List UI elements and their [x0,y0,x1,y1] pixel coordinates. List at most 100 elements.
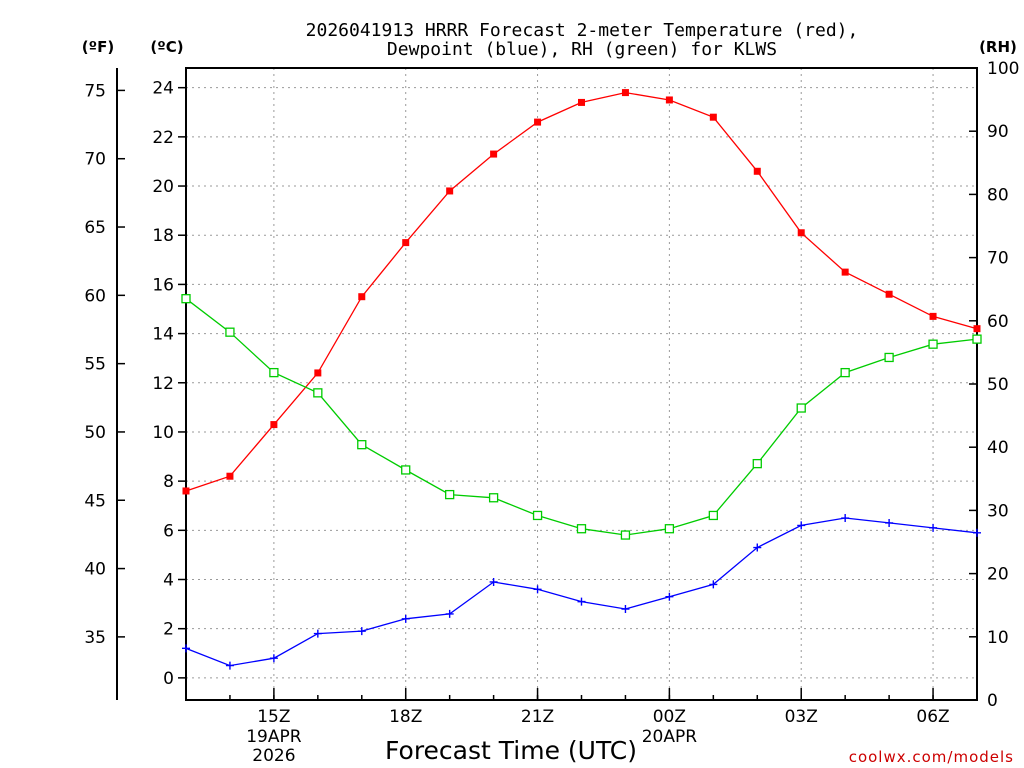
dewpoint-point [533,585,542,594]
watermark-text: coolwx.com/models [849,748,1014,766]
rh-point [884,352,894,363]
fahrenheit-tick-label: 50 [84,423,106,443]
rh-point [576,524,587,534]
rh-point [928,339,938,349]
temperature-point [182,487,190,495]
fahrenheit-tick-label: 35 [84,628,106,648]
celsius-tick-label: 2 [163,620,174,640]
x-axis-label: Forecast Time (UTC) [385,736,637,765]
temperature-point [270,421,278,429]
celsius-tick-label: 10 [152,423,174,443]
dewpoint-point [357,627,366,636]
horizontal-gridlines [186,87,977,679]
rh-point [269,367,279,378]
rh-axis: 0 10 20 30 40 50 60 70 80 90 100 [969,59,1019,711]
rh-point [445,489,455,500]
celsius-tick-label: 8 [163,472,174,492]
dewpoint-series-line [185,517,978,667]
rh-series-line [185,298,978,536]
fahrenheit-tick-label: 65 [84,218,106,238]
chart-title-line2: Dewpoint (blue), RH (green) for KLWS [387,39,777,60]
time-year-label: 2026 [252,746,295,766]
rh-point [225,327,235,337]
fahrenheit-axis: 35 40 45 50 55 60 65 70 75 [84,81,125,648]
rh-point [708,510,718,521]
time-tick-label: 03Z [785,707,818,727]
celsius-tick-label: 14 [152,325,174,345]
temperature-point [446,187,454,195]
temperature-point [402,239,410,247]
dewpoint-point [973,528,981,537]
dewpoint-point [709,580,718,589]
celsius-tick-label: 24 [152,79,174,99]
temperature-point [665,96,673,104]
time-tick-label: 15Z [257,707,290,727]
rh-point [313,388,323,398]
temperature-point [358,293,366,301]
rh-tick-label: 80 [987,185,1009,205]
rh-tick-label: 50 [987,375,1009,395]
rh-unit-label: (RH) [979,38,1017,56]
rh-tick-label: 100 [987,59,1019,79]
rh-point [840,367,850,378]
dewpoint-point [489,577,498,586]
temperature-point [314,369,322,377]
rh-tick-label: 60 [987,312,1009,332]
rh-tick-label: 10 [987,628,1009,648]
temperature-point [621,89,629,97]
celsius-tick-label: 0 [163,669,174,689]
dewpoint-point [665,592,674,601]
fahrenheit-tick-label: 75 [84,81,106,101]
temperature-point [973,325,981,333]
rh-point [972,334,982,344]
dewpoint-point [313,629,322,638]
rh-point [752,458,762,469]
rh-point [401,465,411,475]
temperature-point [709,113,717,121]
celsius-tick-label: 20 [152,177,174,197]
fahrenheit-tick-label: 45 [84,491,106,511]
dewpoint-point [401,614,410,623]
temperature-point [797,229,805,237]
time-tick-label: 18Z [389,707,422,727]
rh-point [488,493,499,503]
time-date-label: 20APR [642,727,698,747]
celsius-unit-label: (ºC) [150,38,183,56]
dewpoint-point [885,518,894,527]
dewpoint-point [753,543,762,552]
temperature-series-line [185,91,978,492]
temperature-point [841,268,849,276]
series-layer [181,89,982,670]
rh-tick-label: 40 [987,438,1009,458]
rh-tick-label: 0 [987,691,998,711]
time-date-label: 19APR [246,727,302,747]
celsius-tick-label: 22 [152,128,174,148]
fahrenheit-unit-label: (ºF) [82,38,114,56]
rh-tick-label: 20 [987,565,1009,585]
rh-point [620,530,631,540]
rh-tick-label: 30 [987,501,1009,521]
celsius-tick-label: 6 [163,521,174,541]
temperature-point [490,150,498,158]
celsius-tick-label: 18 [152,226,174,246]
dewpoint-point [577,597,586,606]
fahrenheit-tick-label: 55 [84,355,106,375]
temperature-point [929,312,937,320]
temperature-point [226,472,234,480]
dewpoint-point [797,521,806,530]
rh-point [357,440,367,450]
celsius-tick-label: 16 [152,275,174,295]
temperature-point [753,167,761,175]
time-tick-label: 21Z [521,707,554,727]
chart-title-line1: 2026041913 HRRR Forecast 2-meter Tempera… [306,20,859,41]
rh-point [181,294,191,304]
temperature-point [534,118,542,126]
temperature-point [885,290,893,298]
fahrenheit-tick-label: 70 [84,150,106,170]
rh-tick-label: 90 [987,122,1009,142]
celsius-tick-label: 12 [152,374,174,394]
time-tick-label: 00Z [653,707,686,727]
